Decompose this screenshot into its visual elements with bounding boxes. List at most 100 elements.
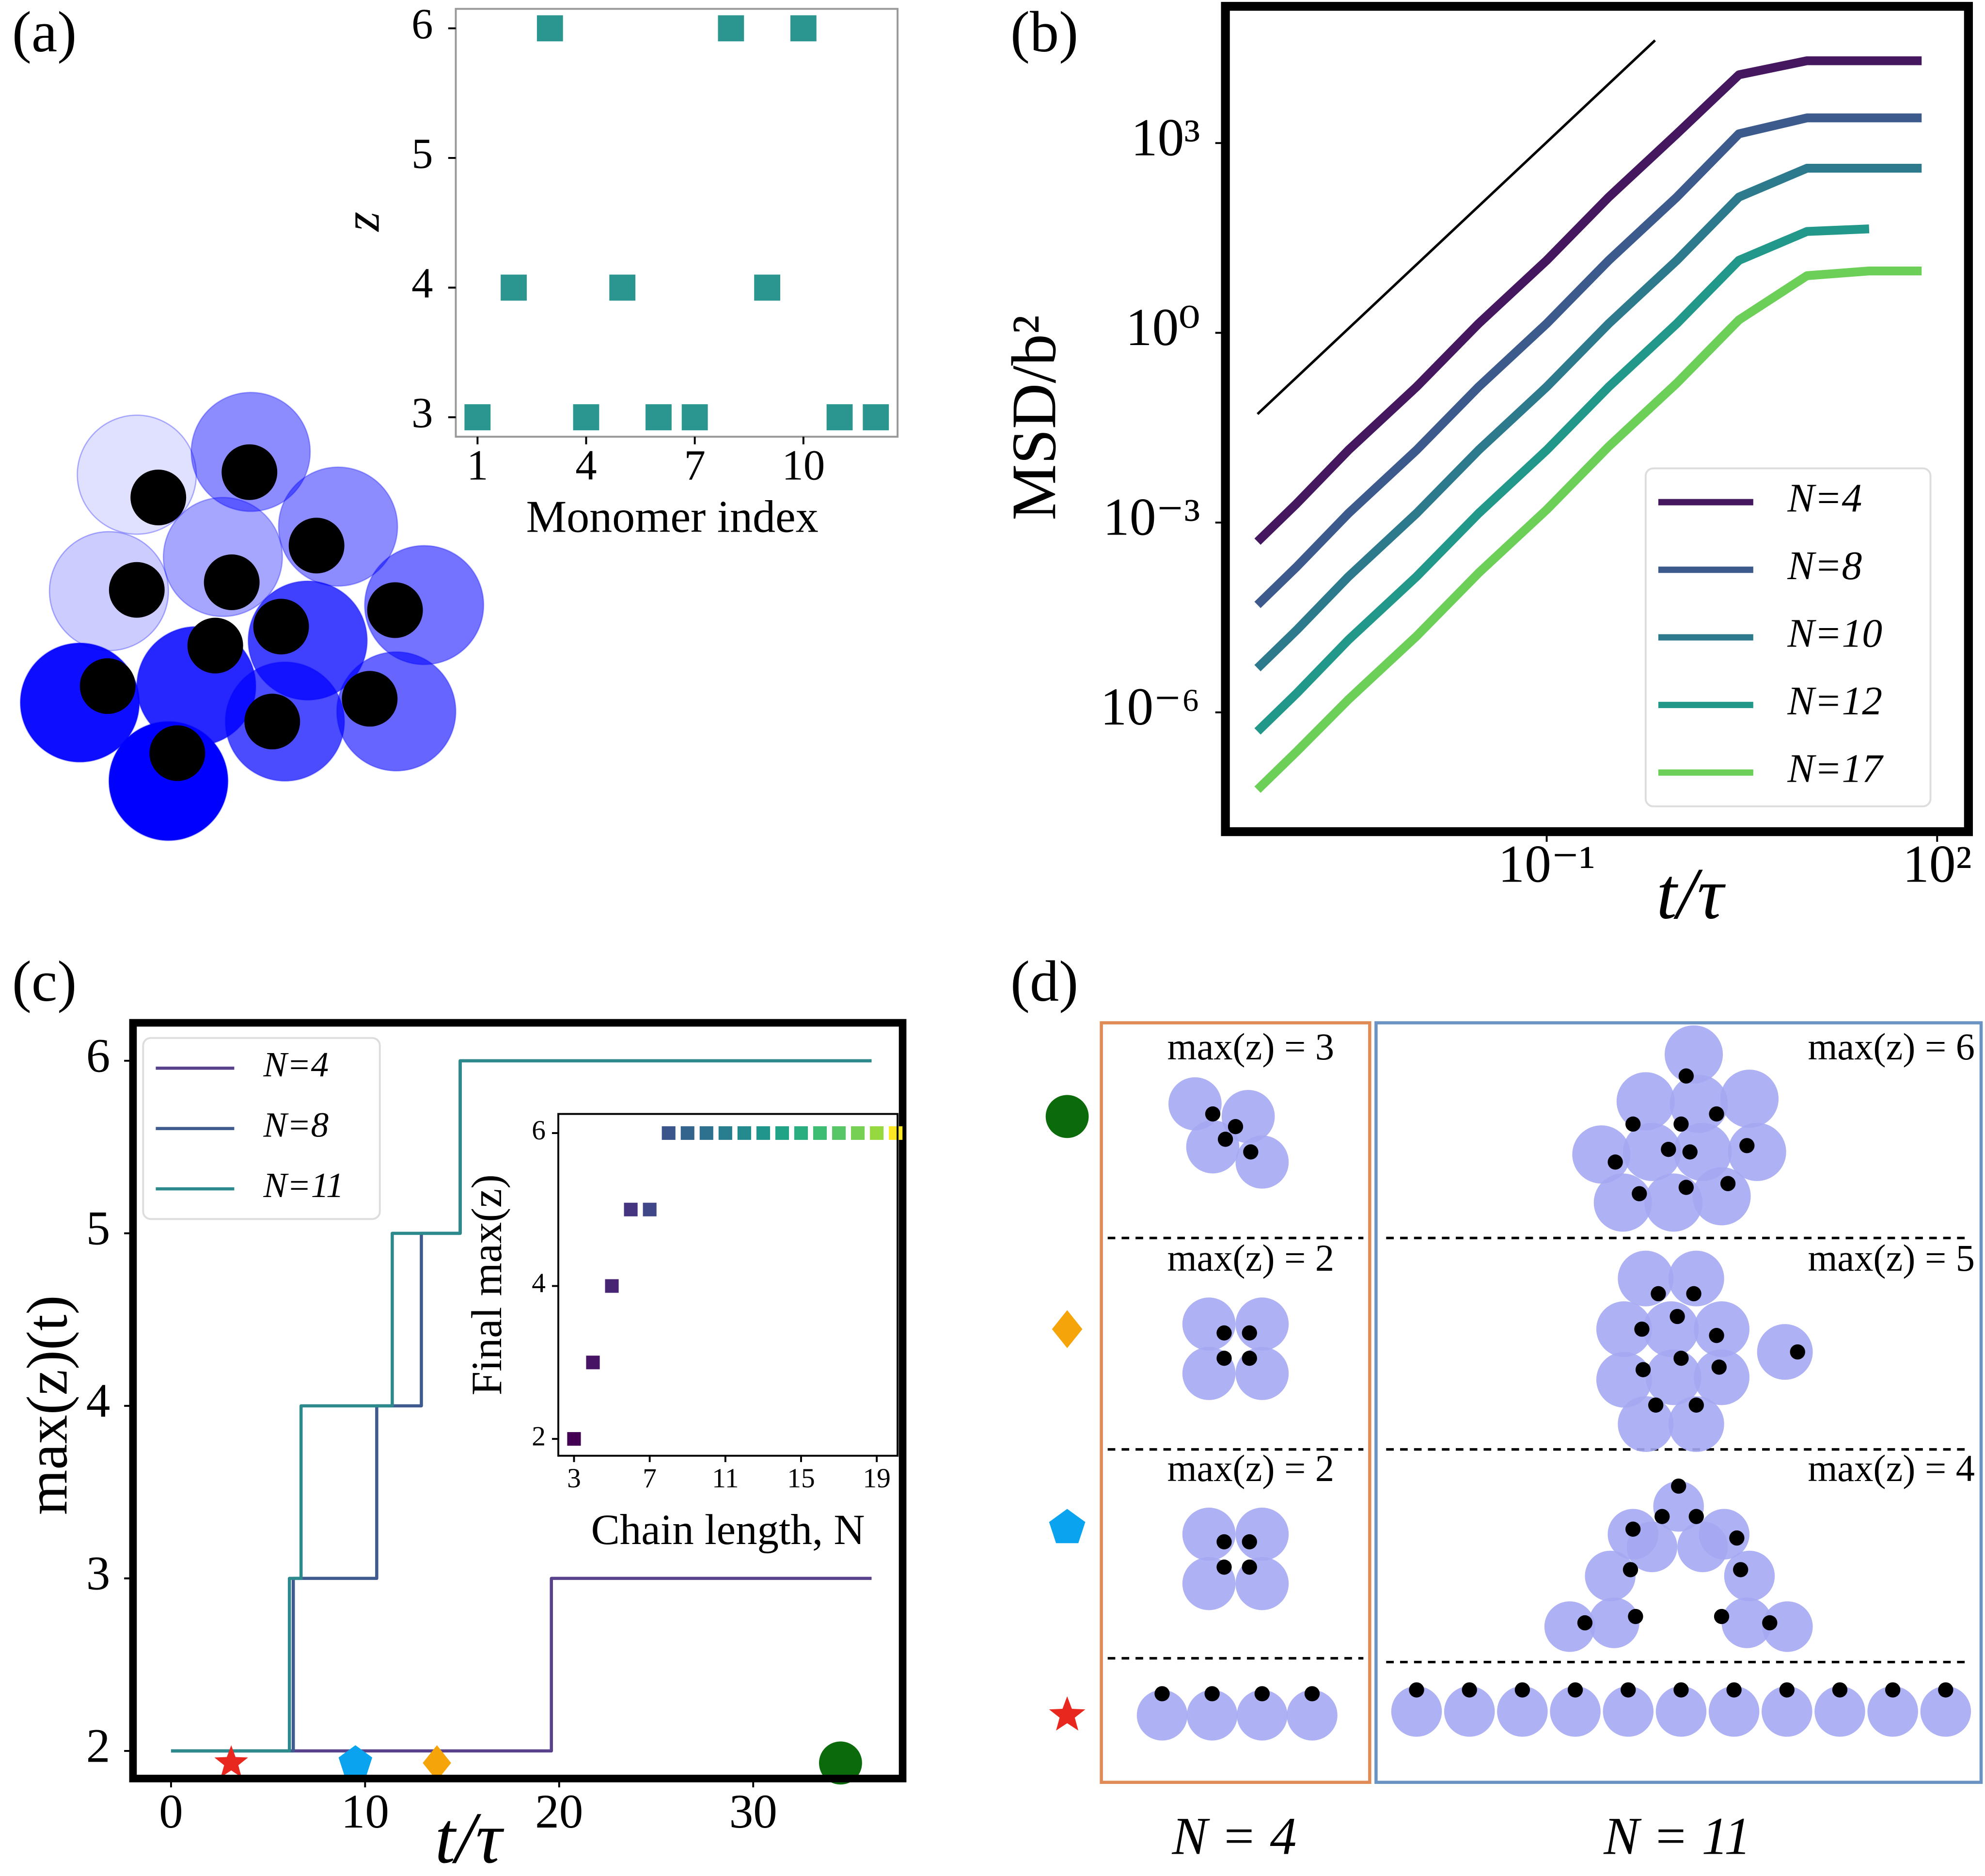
bead bbox=[1664, 1025, 1723, 1084]
cluster-illustration bbox=[19, 392, 485, 841]
bead-core bbox=[1673, 1351, 1689, 1366]
bead-core bbox=[221, 444, 278, 500]
bead-core bbox=[1709, 1327, 1724, 1343]
legend-label: N=11 bbox=[263, 1166, 344, 1205]
bead-core bbox=[1678, 1180, 1694, 1195]
bead-core bbox=[1217, 1132, 1233, 1147]
legend-label: N=10 bbox=[1787, 611, 1882, 656]
bead bbox=[1867, 1686, 1918, 1737]
x-tick-label: 15 bbox=[787, 1463, 815, 1494]
bead-core bbox=[1711, 1359, 1727, 1375]
bead-core bbox=[1228, 1119, 1244, 1135]
bead-core bbox=[1242, 1325, 1257, 1341]
bead bbox=[1728, 1122, 1786, 1182]
bead bbox=[1721, 1597, 1772, 1648]
bead bbox=[1497, 1686, 1548, 1737]
data-square bbox=[718, 15, 744, 42]
bead-core bbox=[1686, 1286, 1701, 1302]
bead-core bbox=[109, 562, 165, 618]
legend-label: N=12 bbox=[1787, 679, 1882, 724]
x-tick-label: 19 bbox=[863, 1463, 890, 1494]
bead bbox=[1673, 1122, 1732, 1182]
y-axis-label: z bbox=[334, 212, 390, 233]
snapshot-panel: max(z) = 3 max(z) = 6 max(z) = 2 max(z) … bbox=[1100, 1021, 1983, 1866]
bead-core bbox=[1726, 1682, 1742, 1698]
bead-core bbox=[1648, 1397, 1664, 1413]
panel-label: (a) bbox=[12, 0, 77, 64]
bead-core bbox=[1632, 1186, 1647, 1201]
bead-core bbox=[79, 658, 136, 714]
bead-core bbox=[367, 582, 423, 638]
data-square bbox=[790, 15, 817, 42]
max-z-label: max(z) = 6 bbox=[1808, 1025, 1974, 1068]
bead bbox=[1544, 1601, 1595, 1652]
y-tick-label: 10⁻⁶ bbox=[1101, 677, 1200, 736]
series-line bbox=[1254, 113, 1922, 608]
bead bbox=[1920, 1686, 1971, 1737]
bead-core bbox=[1682, 1144, 1698, 1160]
max-z-label: max(z) = 5 bbox=[1808, 1237, 1974, 1279]
bead-core bbox=[1242, 1534, 1257, 1550]
bead bbox=[1237, 1690, 1288, 1741]
legend-label: N=4 bbox=[263, 1045, 329, 1084]
bead bbox=[1182, 1507, 1236, 1561]
data-square bbox=[681, 404, 708, 430]
x-tick-label: 20 bbox=[535, 1785, 583, 1838]
bead bbox=[1585, 1550, 1636, 1602]
y-axis-label: Final max(z) bbox=[463, 1174, 511, 1395]
bead bbox=[1762, 1686, 1812, 1737]
bead bbox=[1287, 1690, 1338, 1741]
y-tick-label: 6 bbox=[86, 1030, 110, 1083]
x-axis-label: Chain length, N bbox=[591, 1506, 865, 1554]
bead-core bbox=[1729, 1530, 1745, 1546]
bead-core bbox=[1514, 1682, 1530, 1698]
bead-core bbox=[1661, 1142, 1676, 1157]
legend-label: N=8 bbox=[1787, 544, 1862, 588]
marker-diamond bbox=[423, 1745, 451, 1781]
bead-core bbox=[1779, 1682, 1795, 1698]
bead bbox=[1668, 1396, 1724, 1452]
bead bbox=[1720, 1070, 1779, 1128]
panel-label: (b) bbox=[1010, 0, 1078, 64]
bead-core bbox=[1790, 1344, 1805, 1360]
data-square bbox=[870, 1126, 884, 1140]
max-z-label: max(z) = 2 bbox=[1167, 1447, 1334, 1489]
data-square bbox=[775, 1126, 789, 1140]
axes-frame bbox=[557, 1113, 899, 1457]
axes-frame bbox=[129, 1019, 907, 1782]
bead bbox=[1550, 1686, 1601, 1737]
bead bbox=[1618, 1396, 1674, 1452]
data-square bbox=[662, 1126, 676, 1140]
data-square bbox=[464, 404, 491, 430]
bead-core bbox=[1688, 1397, 1704, 1413]
data-square bbox=[889, 1126, 903, 1140]
data-square bbox=[573, 404, 599, 430]
series-line bbox=[1254, 163, 1922, 672]
series-line bbox=[1254, 224, 1870, 735]
bead-core bbox=[1254, 1686, 1270, 1702]
series-line bbox=[1254, 56, 1922, 545]
data-square bbox=[851, 1126, 865, 1140]
row-icon bbox=[1045, 1095, 1089, 1138]
panel-label: (d) bbox=[1010, 949, 1078, 1013]
bead-core bbox=[1216, 1351, 1232, 1366]
column-label: N = 11 bbox=[1603, 1807, 1751, 1866]
data-square bbox=[567, 1432, 581, 1446]
bead-core bbox=[1733, 1562, 1749, 1577]
x-tick-label: 1 bbox=[467, 441, 488, 489]
axes-frame bbox=[455, 8, 899, 438]
data-square bbox=[863, 404, 889, 430]
series-line bbox=[171, 1059, 872, 1753]
bead bbox=[1708, 1686, 1760, 1737]
data-square bbox=[646, 404, 672, 430]
marker-circle bbox=[819, 1741, 862, 1785]
bead-core bbox=[1670, 1308, 1685, 1324]
bead bbox=[1757, 1324, 1813, 1380]
bead bbox=[1618, 1250, 1674, 1307]
bead-core bbox=[1885, 1682, 1901, 1698]
legend-label: N=4 bbox=[1787, 476, 1862, 520]
bead-core bbox=[1462, 1682, 1477, 1698]
bead bbox=[48, 531, 169, 651]
legend-box bbox=[1644, 467, 1932, 807]
